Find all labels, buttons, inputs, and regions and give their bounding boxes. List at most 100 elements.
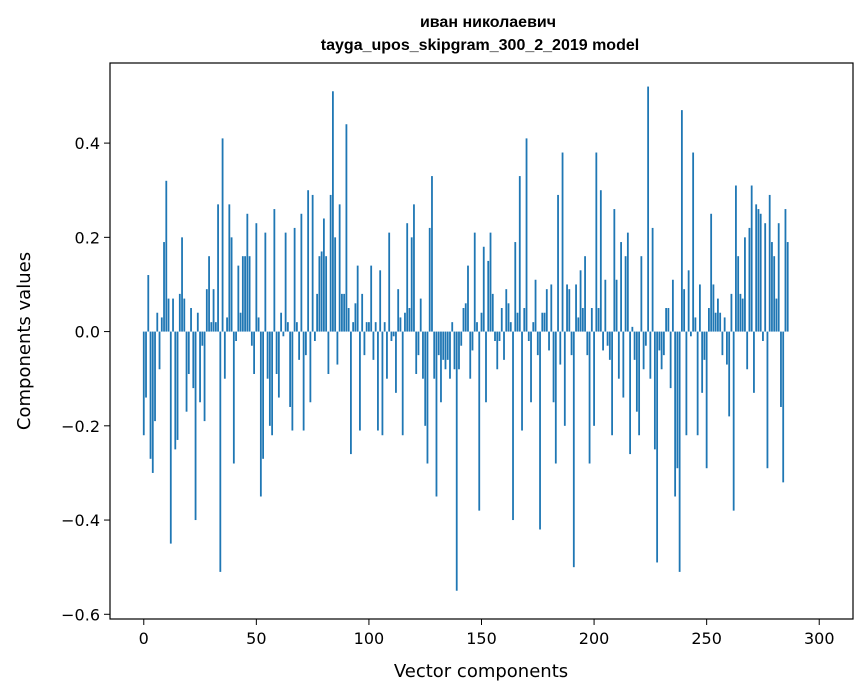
bar-250 bbox=[705, 331, 708, 469]
bar-233 bbox=[667, 308, 670, 332]
bar-226 bbox=[651, 227, 654, 332]
bar-147 bbox=[473, 232, 476, 332]
bar-18 bbox=[183, 298, 186, 332]
bar-22 bbox=[192, 331, 195, 389]
bar-119 bbox=[410, 237, 413, 332]
bar-75 bbox=[311, 194, 314, 332]
bar-175 bbox=[536, 331, 539, 356]
bar-38 bbox=[228, 204, 231, 332]
bar-37 bbox=[226, 317, 228, 332]
bar-61 bbox=[280, 312, 283, 332]
bar-28 bbox=[205, 289, 208, 332]
bar-104 bbox=[377, 331, 379, 431]
bar-144 bbox=[467, 265, 469, 332]
bar-254 bbox=[714, 312, 717, 332]
bar-51 bbox=[257, 317, 260, 332]
bar-122 bbox=[417, 331, 420, 356]
bar-235 bbox=[671, 279, 674, 332]
bar-194 bbox=[579, 270, 582, 332]
bar-0 bbox=[142, 331, 145, 436]
bar-280 bbox=[773, 256, 776, 332]
bar-152 bbox=[485, 331, 487, 403]
bar-76 bbox=[313, 331, 316, 341]
bar-188 bbox=[566, 284, 568, 332]
bar-157 bbox=[496, 331, 499, 370]
bar-271 bbox=[753, 331, 755, 393]
bar-44 bbox=[241, 256, 244, 332]
bar-123 bbox=[419, 298, 422, 332]
bar-58 bbox=[273, 209, 276, 332]
bar-9 bbox=[163, 242, 165, 332]
bar-231 bbox=[662, 331, 665, 356]
bar-74 bbox=[309, 331, 312, 403]
bar-57 bbox=[271, 331, 274, 436]
bar-32 bbox=[214, 322, 217, 332]
bar-130 bbox=[435, 331, 438, 497]
bar-36 bbox=[223, 331, 226, 379]
bar-86 bbox=[336, 331, 339, 365]
bar-112 bbox=[395, 331, 397, 393]
bar-262 bbox=[732, 331, 735, 511]
bar-25 bbox=[199, 331, 201, 403]
bar-248 bbox=[701, 331, 704, 393]
bar-263 bbox=[735, 185, 737, 332]
bar-189 bbox=[568, 289, 571, 332]
bar-150 bbox=[480, 312, 483, 332]
bar-71 bbox=[302, 331, 305, 431]
bar-124 bbox=[422, 331, 424, 379]
bar-215 bbox=[626, 232, 629, 332]
bar-204 bbox=[602, 331, 604, 351]
bar-79 bbox=[320, 251, 323, 332]
bar-210 bbox=[615, 279, 618, 332]
bar-13 bbox=[172, 298, 174, 332]
bar-202 bbox=[597, 308, 600, 332]
bar-212 bbox=[620, 242, 622, 332]
bar-224 bbox=[647, 86, 650, 332]
bar-284 bbox=[782, 331, 785, 483]
bar-16 bbox=[178, 293, 181, 332]
bar-201 bbox=[595, 152, 598, 332]
bar-230 bbox=[660, 331, 663, 370]
bar-239 bbox=[680, 110, 683, 332]
bar-7 bbox=[158, 331, 161, 370]
x-axis-label: Vector components bbox=[394, 661, 568, 682]
bar-120 bbox=[413, 204, 415, 332]
bar-285 bbox=[784, 209, 787, 332]
bar-154 bbox=[489, 232, 492, 332]
bar-205 bbox=[604, 279, 607, 332]
bars-group bbox=[142, 86, 789, 591]
bar-137 bbox=[451, 322, 454, 332]
bar-93 bbox=[352, 322, 355, 332]
bar-129 bbox=[433, 331, 436, 379]
bar-185 bbox=[559, 331, 562, 365]
bar-60 bbox=[277, 331, 280, 398]
bar-190 bbox=[570, 331, 573, 356]
bar-140 bbox=[458, 331, 460, 370]
bar-236 bbox=[674, 331, 677, 497]
bar-166 bbox=[516, 312, 519, 332]
bar-15 bbox=[176, 331, 179, 440]
bar-109 bbox=[388, 232, 391, 332]
bar-105 bbox=[379, 270, 382, 332]
bar-270 bbox=[750, 185, 753, 332]
bar-98 bbox=[363, 331, 366, 356]
x-tick-label-150: 150 bbox=[466, 629, 497, 648]
bar-265 bbox=[739, 293, 742, 332]
bar-221 bbox=[640, 256, 643, 332]
bar-258 bbox=[723, 317, 726, 332]
bar-118 bbox=[408, 308, 411, 332]
x-tick-label-50: 50 bbox=[246, 629, 266, 648]
bar-278 bbox=[768, 194, 771, 332]
bar-103 bbox=[374, 322, 377, 332]
bar-206 bbox=[606, 331, 609, 346]
bar-269 bbox=[748, 227, 751, 332]
bar-234 bbox=[669, 331, 672, 389]
bar-6 bbox=[156, 312, 159, 332]
bar-67 bbox=[293, 227, 296, 332]
bar-283 bbox=[780, 331, 782, 407]
bar-151 bbox=[482, 246, 485, 332]
bar-117 bbox=[406, 223, 409, 332]
x-tick-label-0: 0 bbox=[139, 629, 149, 648]
bar-267 bbox=[744, 237, 746, 332]
bar-266 bbox=[741, 298, 744, 332]
